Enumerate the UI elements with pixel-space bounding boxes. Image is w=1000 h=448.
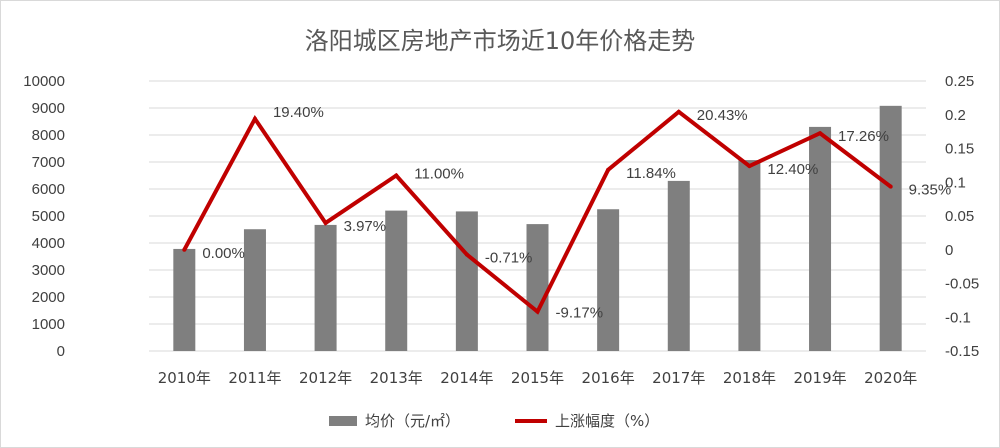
legend-label-line: 上涨幅度（%） [555, 412, 659, 430]
y-left-tick-label: 2000 [32, 289, 65, 306]
legend-swatch-bar [329, 416, 357, 426]
bar-2019年 [809, 126, 832, 352]
legend: 均价（元/㎡） 上涨幅度（%） [329, 412, 659, 430]
growth-rate-label: -0.71% [485, 250, 533, 267]
axes: 0 1000 2000 3000 4000 5000 6000 7000 8000 9000 100… [23, 73, 979, 387]
bar-2012年 [314, 224, 337, 351]
growth-rate-point [535, 309, 540, 314]
y-right-tick-label: -0.1 [945, 309, 971, 326]
y-right-tick-label: 0.15 [945, 141, 974, 158]
y-left-tick-label: 8000 [32, 127, 65, 144]
bar-2011年 [243, 229, 266, 351]
growth-rate-label: 12.40% [767, 161, 818, 178]
growth-rate-label: -9.17% [556, 305, 604, 322]
growth-rate-point [464, 252, 469, 257]
y-right-tick-label: 0 [945, 242, 953, 259]
growth-rate-point [182, 247, 187, 252]
growth-rate-label: 9.35% [909, 182, 952, 199]
y-right-tick-label: -0.15 [945, 343, 979, 360]
bar-2015年 [526, 224, 549, 351]
growth-rate-label: 0.00% [202, 245, 245, 262]
bar-series [173, 105, 902, 352]
growth-rate-point [394, 173, 399, 178]
bar-2020年 [879, 105, 902, 351]
growth-rate-label: 11.00% [414, 166, 464, 183]
growth-rate-label: 19.40% [273, 104, 324, 121]
y-right-tick-label: 0.2 [945, 107, 966, 124]
y-left-tick-label: 10000 [23, 73, 65, 90]
growth-rate-point [323, 220, 328, 225]
x-tick-label: 2011年 [228, 369, 281, 387]
bar-2016年 [597, 209, 620, 351]
x-tick-label: 2013年 [370, 369, 423, 387]
x-tick-label: 2017年 [652, 369, 705, 387]
growth-rate-label: 3.97% [344, 218, 387, 235]
legend-label-bar: 均价（元/㎡） [365, 412, 460, 430]
chart-title: 洛阳城区房地产市场近10年价格走势 [305, 27, 696, 55]
y-right-tick-label: 0.05 [945, 208, 974, 225]
growth-rate-label: 20.43% [697, 107, 748, 124]
bar-2010年 [173, 248, 196, 351]
x-tick-label: 2018年 [723, 369, 776, 387]
x-tick-label: 2014年 [440, 369, 493, 387]
y-right-tick-label: -0.05 [945, 276, 979, 293]
x-tick-label: 2019年 [793, 369, 846, 387]
y-left-tick-label: 7000 [32, 154, 65, 171]
growth-rate-point [888, 184, 893, 189]
x-tick-label: 2020年 [864, 369, 917, 387]
growth-rate-point [676, 109, 681, 114]
bar-2018年 [738, 160, 761, 351]
y-right-tick-label: 0.25 [945, 73, 974, 90]
y-right-tick-label: 0.1 [945, 174, 966, 191]
x-tick-label: 2016年 [582, 369, 635, 387]
growth-rate-label: 11.84% [626, 165, 676, 182]
x-tick-label: 2010年 [158, 369, 211, 387]
x-tick-label: 2012年 [299, 369, 352, 387]
bar-2014年 [455, 211, 478, 351]
y-left-tick-label: 0 [57, 343, 65, 360]
y-left-tick-label: 5000 [32, 208, 65, 225]
y-left-tick-label: 4000 [32, 235, 65, 252]
y-left-tick-label: 6000 [32, 181, 65, 198]
growth-rate-label: 17.26% [838, 128, 889, 145]
growth-rate-point [818, 131, 823, 136]
growth-rate-point [606, 167, 611, 172]
growth-rate-point [747, 164, 752, 169]
y-left-tick-label: 1000 [32, 316, 65, 333]
y-left-tick-label: 9000 [32, 100, 65, 117]
growth-rate-point [252, 116, 257, 121]
bar-2013年 [385, 210, 408, 351]
bar-2017年 [667, 180, 690, 351]
y-left-tick-label: 3000 [32, 262, 65, 279]
line-series [182, 109, 893, 315]
x-tick-label: 2015年 [511, 369, 564, 387]
data-labels: 0.00% 19.40% 3.97% 11.00% -0.71% -9.17% 11.84%… [202, 104, 951, 322]
